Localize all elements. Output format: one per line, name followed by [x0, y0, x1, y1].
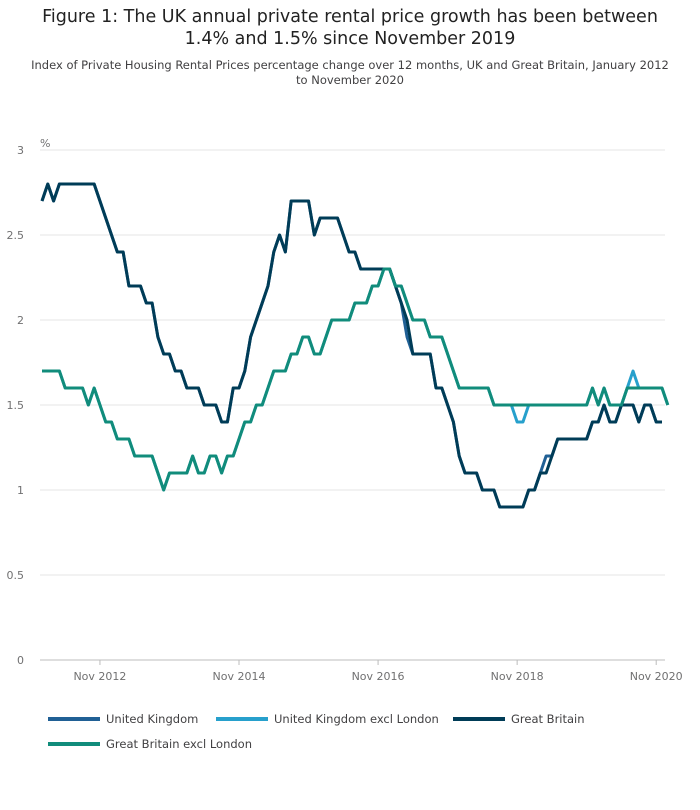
- x-tick-label: Nov 2012: [73, 670, 126, 683]
- legend-label: United Kingdom excl London: [274, 712, 439, 726]
- legend-swatch: [48, 717, 100, 721]
- legend-item-great-britain: Great Britain: [453, 712, 585, 726]
- chart-subtitle: Index of Private Housing Rental Prices p…: [31, 58, 669, 87]
- legend-swatch: [216, 717, 268, 721]
- y-tick-label: 3: [17, 144, 24, 157]
- x-axis: Nov 2012 Nov 2014 Nov 2016 Nov 2018 Nov 2020: [73, 660, 683, 683]
- legend-item-great-britain-excl-london: Great Britain excl London: [48, 737, 252, 751]
- series-lines: [40, 182, 670, 509]
- y-tick-label: 1: [17, 484, 24, 497]
- legend-label: United Kingdom: [106, 712, 199, 726]
- y-tick-label: 0: [17, 654, 24, 667]
- legend-item-united-kingdom-excl-london: United Kingdom excl London: [216, 712, 439, 726]
- gridlines: [40, 149, 665, 661]
- legend-label: Great Britain: [511, 712, 585, 726]
- x-tick-label: Nov 2014: [213, 670, 266, 683]
- legend-item-united-kingdom: United Kingdom: [48, 712, 198, 726]
- y-tick-label: 0.5: [7, 569, 25, 582]
- series-line-great-britain-excl-london: [42, 267, 670, 492]
- legend-label: Great Britain excl London: [106, 737, 252, 751]
- y-unit-label: %: [40, 137, 50, 150]
- y-tick-label: 1.5: [7, 399, 25, 412]
- y-axis: 0 0.5 1 1.5 2 2.5 3: [7, 144, 25, 667]
- legend-swatch: [48, 742, 100, 746]
- x-tick-label: Nov 2016: [352, 670, 405, 683]
- line-chart: 00.511.522.53 Nov 2012 Nov 2014 Nov 2016 No…: [7, 137, 683, 683]
- y-tick-label: 2: [17, 314, 24, 327]
- x-tick-label: Nov 2020: [630, 670, 683, 683]
- x-tick-label: Nov 2018: [491, 670, 544, 683]
- legend-swatch: [453, 717, 505, 721]
- series-line-great-britain: [40, 182, 662, 509]
- series-line-united-kingdom: [40, 182, 662, 509]
- y-tick-label: 2.5: [7, 229, 25, 242]
- chart-title: Figure 1: The UK annual private rental p…: [42, 7, 658, 49]
